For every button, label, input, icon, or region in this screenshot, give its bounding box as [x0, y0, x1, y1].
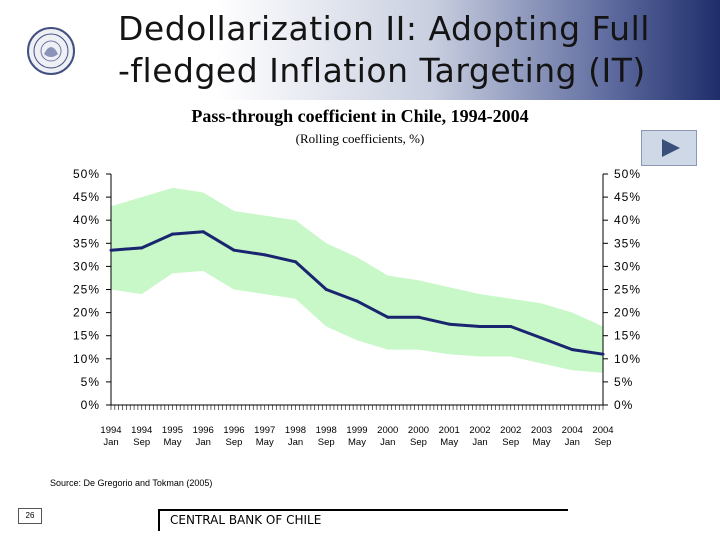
y-tick-label-left: 40% [73, 213, 100, 227]
y-tick-label-left: 0% [81, 398, 100, 412]
data-point [447, 322, 451, 326]
y-tick-label-left: 25% [73, 283, 100, 297]
y-tick-label-right: 15% [614, 329, 641, 343]
data-point [478, 324, 482, 328]
y-tick-label-left: 30% [73, 259, 100, 273]
x-tick-label-year: 1994 [131, 425, 152, 436]
x-tick-label-month: Sep [318, 437, 335, 448]
x-tick-label-month: May [348, 437, 366, 448]
data-point [294, 260, 297, 264]
data-point [601, 352, 605, 356]
data-point [232, 248, 236, 252]
data-point [140, 246, 144, 250]
y-tick-label-left: 15% [73, 329, 100, 343]
source-note: Source: De Gregorio and Tokman (2005) [50, 478, 213, 488]
data-point [540, 336, 543, 340]
y-tick-label-left: 20% [73, 306, 100, 320]
data-point [109, 248, 113, 252]
x-tick-label-month: Jan [288, 437, 303, 448]
y-tick-label-right: 0% [614, 398, 633, 412]
x-tick-label-month: Sep [410, 437, 427, 448]
y-tick-label-right: 45% [614, 190, 641, 204]
y-tick-label-left: 35% [73, 236, 100, 250]
slide-title: Dedollarization II: Adopting Full -fledg… [118, 9, 650, 90]
x-tick-label-year: 2002 [500, 425, 521, 436]
pass-through-chart: 0% 0% 5% 5% 10% 10% 15% 15% 20% 20% 25% 25% 30% 30% 35… [73, 167, 641, 448]
y-tick-label-right: 20% [614, 306, 641, 320]
x-tick-label-year: 2003 [531, 425, 552, 436]
data-point [509, 324, 513, 328]
y-tick-label-right: 25% [614, 283, 641, 297]
data-point [171, 232, 174, 236]
y-tick-label-right: 50% [614, 167, 641, 181]
x-tick-label-month: Jan [472, 437, 487, 448]
data-point [386, 315, 390, 319]
y-tick-label-left: 5% [81, 375, 100, 389]
footer-label: CENTRAL BANK OF CHILE [158, 509, 568, 531]
x-tick-label-year: 2004 [592, 425, 613, 436]
x-tick-label-month: Sep [133, 437, 150, 448]
x-tick-label-year: 2004 [562, 425, 583, 436]
x-tick-label-month: Jan [196, 437, 211, 448]
x-tick-label-year: 1998 [316, 425, 337, 436]
x-tick-label-month: Sep [226, 437, 243, 448]
y-tick-label-right: 40% [614, 213, 641, 227]
x-tick-label-year: 1999 [346, 425, 367, 436]
play-arrow-icon [662, 139, 680, 157]
chart-title: Pass-through coefficient in Chile, 1994-… [191, 106, 529, 126]
x-tick-label-month: May [164, 437, 182, 448]
header-band [0, 0, 720, 100]
y-tick-label-right: 5% [614, 375, 633, 389]
data-point [417, 315, 420, 319]
page-number: 26 [18, 508, 42, 524]
x-tick-label-month: May [533, 437, 551, 448]
x-tick-label-year: 2000 [377, 425, 398, 436]
y-tick-label-left: 10% [73, 352, 100, 366]
x-tick-label-month: May [440, 437, 458, 448]
x-tick-label-year: 1997 [254, 425, 275, 436]
x-tick-label-month: Sep [595, 437, 612, 448]
central-bank-seal-icon [27, 27, 75, 75]
x-tick-label-year: 2000 [408, 425, 429, 436]
y-tick-label-left: 45% [73, 190, 100, 204]
x-tick-label-year: 1998 [285, 425, 306, 436]
x-tick-label-year: 1996 [193, 425, 214, 436]
data-point [355, 299, 359, 303]
x-tick-label-month: Jan [565, 437, 580, 448]
data-point [324, 288, 328, 291]
x-tick-label-year: 1994 [100, 425, 121, 436]
data-point [263, 253, 267, 257]
x-tick-label-year: 2002 [469, 425, 490, 436]
data-point [570, 348, 574, 352]
y-tick-label-right: 10% [614, 352, 641, 366]
x-tick-label-year: 1995 [162, 425, 183, 436]
data-point [201, 230, 205, 234]
confidence-band [111, 187, 603, 373]
y-tick-label-right: 30% [614, 259, 641, 273]
x-tick-label-month: May [256, 437, 274, 448]
y-tick-label-left: 50% [73, 167, 100, 181]
x-tick-label-month: Jan [380, 437, 395, 448]
x-tick-label-month: Jan [103, 437, 118, 448]
x-tick-label-year: 1996 [223, 425, 244, 436]
x-tick-label-year: 2001 [439, 425, 460, 436]
next-slide-button[interactable] [641, 130, 697, 166]
y-tick-label-right: 35% [614, 236, 641, 250]
chart-subtitle: (Rolling coefficients, %) [295, 131, 425, 146]
x-tick-label-month: Sep [502, 437, 519, 448]
